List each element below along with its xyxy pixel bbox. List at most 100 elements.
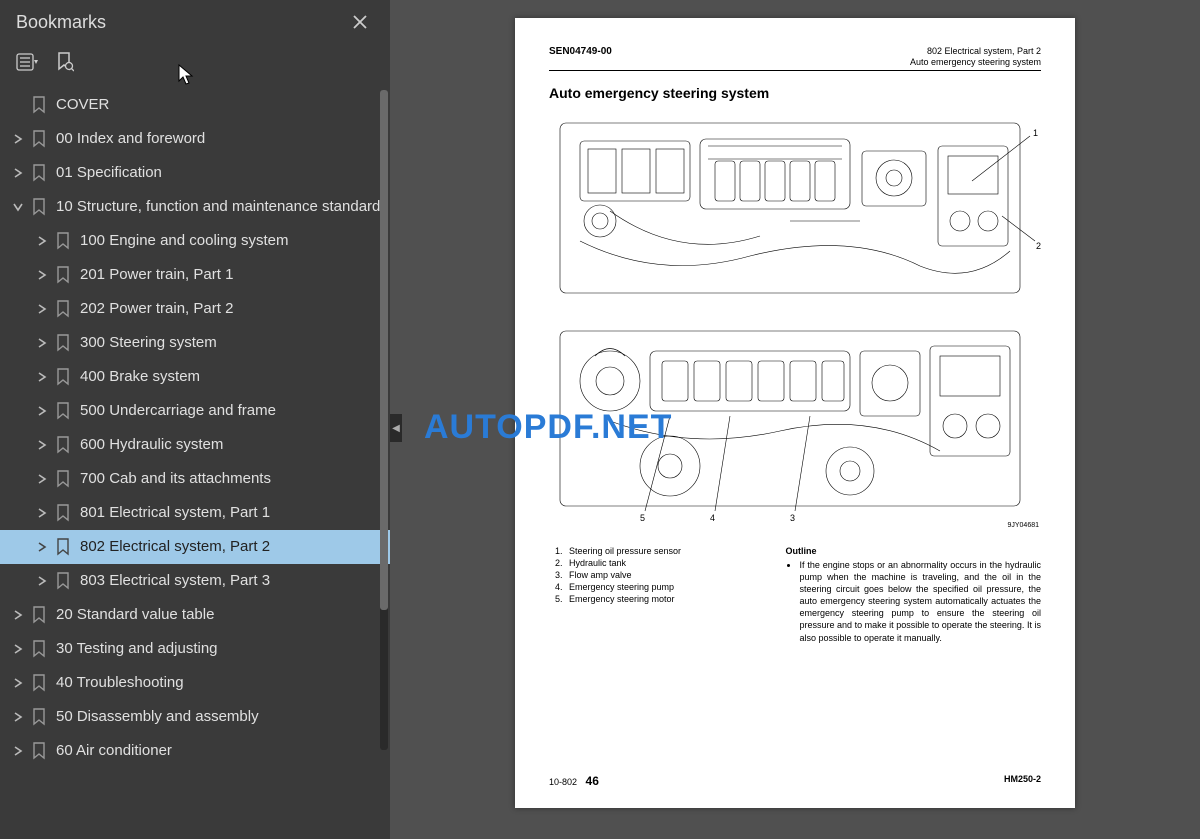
bookmark-label: 30 Testing and adjusting — [56, 639, 382, 659]
svg-text:4: 4 — [710, 513, 715, 523]
bookmark-icon — [28, 708, 50, 726]
bookmark-item[interactable]: 500 Undercarriage and frame — [0, 394, 390, 428]
chevron-right-icon[interactable] — [8, 644, 28, 654]
svg-text:1: 1 — [1033, 128, 1038, 138]
bookmark-label: 01 Specification — [56, 163, 382, 183]
legend-item: Emergency steering motor — [565, 593, 765, 605]
bookmark-item[interactable]: 202 Power train, Part 2 — [0, 292, 390, 326]
bookmark-icon — [52, 504, 74, 522]
bookmark-item[interactable]: 600 Hydraulic system — [0, 428, 390, 462]
bookmark-label: COVER — [56, 95, 382, 115]
footer-model: HM250-2 — [1004, 774, 1041, 788]
sidebar-scrollbar-thumb[interactable] — [380, 90, 388, 610]
bookmark-item[interactable]: 400 Brake system — [0, 360, 390, 394]
bookmark-item[interactable]: 60 Air conditioner — [0, 734, 390, 768]
bookmark-icon — [52, 334, 74, 352]
bookmark-item[interactable]: COVER — [0, 88, 390, 122]
sidebar-scrollbar[interactable] — [380, 90, 388, 750]
outline-heading: Outline — [785, 545, 1041, 557]
chevron-right-icon[interactable] — [32, 542, 52, 552]
chevron-right-icon[interactable] — [8, 746, 28, 756]
chevron-right-icon[interactable] — [32, 406, 52, 416]
technical-diagram: 1 2 — [549, 111, 1041, 531]
bookmark-label: 700 Cab and its attachments — [80, 469, 382, 489]
bookmark-item[interactable]: 01 Specification — [0, 156, 390, 190]
bookmark-icon — [28, 606, 50, 624]
svg-text:3: 3 — [790, 513, 795, 523]
bookmark-icon — [52, 470, 74, 488]
bookmark-item[interactable]: 201 Power train, Part 1 — [0, 258, 390, 292]
svg-text:2: 2 — [1036, 241, 1041, 251]
bookmark-icon — [52, 572, 74, 590]
chevron-right-icon[interactable] — [32, 576, 52, 586]
bookmark-label: 202 Power train, Part 2 — [80, 299, 382, 319]
chevron-right-icon[interactable] — [32, 440, 52, 450]
bookmark-label: 600 Hydraulic system — [80, 435, 382, 455]
bookmark-item[interactable]: 100 Engine and cooling system — [0, 224, 390, 258]
outline-column: Outline If the engine stops or an abnorm… — [785, 545, 1041, 644]
bookmark-item[interactable]: 40 Troubleshooting — [0, 666, 390, 700]
bookmark-icon — [28, 96, 50, 114]
bookmark-label: 60 Air conditioner — [56, 741, 382, 761]
bookmark-item[interactable]: 300 Steering system — [0, 326, 390, 360]
find-bookmark-icon[interactable] — [56, 52, 74, 72]
bookmark-item[interactable]: 802 Electrical system, Part 2 — [0, 530, 390, 564]
bookmark-icon — [28, 640, 50, 658]
chevron-right-icon[interactable] — [32, 338, 52, 348]
bookmark-label: 00 Index and foreword — [56, 129, 382, 149]
page-number: 46 — [586, 774, 599, 788]
bookmark-label: 803 Electrical system, Part 3 — [80, 571, 382, 591]
bookmarks-panel: Bookmarks COVER00 Index and foreword01 S… — [0, 0, 390, 839]
bookmark-icon — [52, 232, 74, 250]
chevron-right-icon[interactable] — [8, 134, 28, 144]
bookmark-item[interactable]: 10 Structure, function and maintenance s… — [0, 190, 390, 224]
chevron-right-icon[interactable] — [32, 508, 52, 518]
bookmark-label: 802 Electrical system, Part 2 — [80, 537, 382, 557]
page-footer: 10-802 46 HM250-2 — [549, 768, 1041, 788]
bookmark-item[interactable]: 700 Cab and its attachments — [0, 462, 390, 496]
bookmark-item[interactable]: 20 Standard value table — [0, 598, 390, 632]
footer-section: 10-802 46 — [549, 774, 599, 788]
legend-item: Hydraulic tank — [565, 557, 765, 569]
chevron-right-icon[interactable] — [8, 610, 28, 620]
outline-text: If the engine stops or an abnormality oc… — [785, 559, 1041, 644]
page-body: Steering oil pressure sensorHydraulic ta… — [549, 545, 1041, 644]
bookmark-label: 201 Power train, Part 1 — [80, 265, 382, 285]
close-icon[interactable] — [346, 8, 374, 36]
chevron-right-icon[interactable] — [32, 474, 52, 484]
bookmark-item[interactable]: 801 Electrical system, Part 1 — [0, 496, 390, 530]
bookmark-icon — [52, 368, 74, 386]
bookmark-item[interactable]: 00 Index and foreword — [0, 122, 390, 156]
bookmark-label: 801 Electrical system, Part 1 — [80, 503, 382, 523]
bookmark-icon — [28, 164, 50, 182]
bookmark-icon — [28, 130, 50, 148]
legend-item: Steering oil pressure sensor — [565, 545, 765, 557]
page-header: SEN04749-00 802 Electrical system, Part … — [549, 46, 1041, 71]
bookmark-item[interactable]: 50 Disassembly and assembly — [0, 700, 390, 734]
collapse-sidebar-icon[interactable]: ◀ — [390, 414, 402, 442]
chevron-down-icon[interactable] — [8, 202, 28, 212]
bookmark-label: 400 Brake system — [80, 367, 382, 387]
diagram-id: 9JY04681 — [1007, 522, 1039, 529]
chevron-right-icon[interactable] — [8, 678, 28, 688]
bookmark-icon — [28, 198, 50, 216]
doc-section-title: 802 Electrical system, Part 2 Auto emerg… — [910, 46, 1041, 68]
chevron-right-icon[interactable] — [32, 236, 52, 246]
svg-text:5: 5 — [640, 513, 645, 523]
bookmark-label: 500 Undercarriage and frame — [80, 401, 382, 421]
chevron-right-icon[interactable] — [8, 168, 28, 178]
bookmark-list[interactable]: COVER 00 Index and foreword 01 Specificati… — [0, 84, 390, 839]
bookmark-icon — [52, 436, 74, 454]
chevron-right-icon[interactable] — [32, 270, 52, 280]
bookmark-icon — [52, 266, 74, 284]
bookmark-label: 20 Standard value table — [56, 605, 382, 625]
doc-code: SEN04749-00 — [549, 46, 612, 57]
bookmark-item[interactable]: 803 Electrical system, Part 3 — [0, 564, 390, 598]
bookmark-label: 10 Structure, function and maintenance s… — [56, 197, 382, 217]
options-menu-icon[interactable] — [16, 53, 38, 71]
chevron-right-icon[interactable] — [8, 712, 28, 722]
bookmark-item[interactable]: 30 Testing and adjusting — [0, 632, 390, 666]
bookmarks-toolbar — [0, 44, 390, 84]
chevron-right-icon[interactable] — [32, 372, 52, 382]
chevron-right-icon[interactable] — [32, 304, 52, 314]
